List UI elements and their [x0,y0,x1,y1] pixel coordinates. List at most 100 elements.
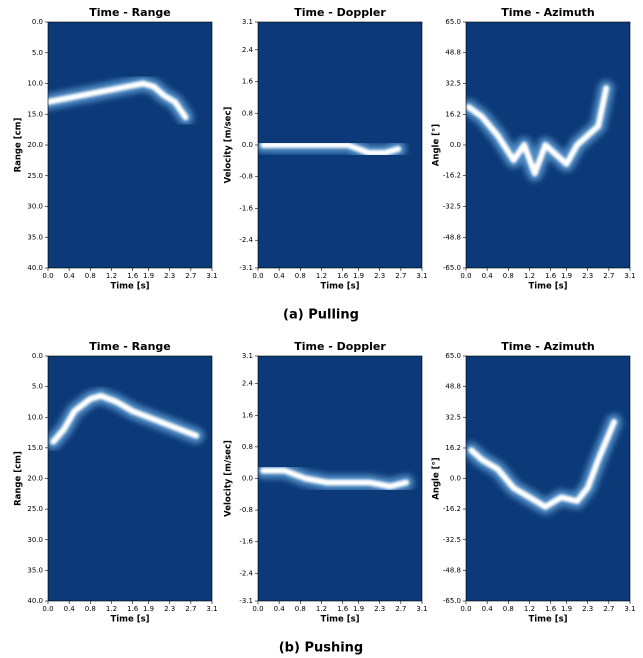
y-axis-label: Velocity [m/sec] [224,107,234,184]
ridge [260,142,402,156]
x-tick-label: 0.4 [274,272,286,280]
y-axis-label: Angle [°] [432,124,442,166]
y-tick-label: -2.4 [239,236,253,244]
plot [258,462,415,495]
y-tick-label: -1.6 [239,538,253,546]
y-tick-label: 16.2 [445,110,461,118]
y-tick-label: 35.0 [27,233,43,241]
y-tick-label: -2.4 [239,569,253,577]
y-axis-label: Range [cm] [14,451,24,506]
x-tick-label: 1.2 [316,272,327,280]
x-tick-label: 3.1 [416,272,427,280]
x-tick-label: 0.4 [482,272,494,280]
ridge [50,392,200,445]
x-tick-label: 0.4 [64,605,76,613]
x-tick-label: 0.0 [252,272,263,280]
y-tick-label: -1.6 [239,204,253,212]
y-tick-label: -3.1 [239,264,253,272]
x-tick-label: 3.1 [206,605,217,613]
y-tick-label: 10.0 [27,413,43,421]
x-tick-label: 1.2 [524,272,535,280]
plot [48,75,194,126]
plot [258,137,407,161]
x-tick-label: 1.9 [143,605,154,613]
y-tick-label: -16.2 [443,172,461,180]
chart-title: Time - Azimuth [501,6,595,19]
x-tick-label: 2.7 [395,605,406,613]
y-tick-label: 0.0 [242,141,253,149]
x-axis-label: Time [s] [320,282,359,292]
y-tick-label: -65.0 [443,597,461,605]
x-tick-label: 0.8 [503,605,514,613]
x-tick-label: 0.0 [460,272,471,280]
y-tick-label: 20.0 [27,475,43,483]
y-tick-label: 0.0 [32,352,43,360]
y-tick-label: 5.0 [32,49,43,57]
x-axis-label: Time [s] [110,615,149,625]
y-tick-label: 3.1 [242,18,253,26]
x-tick-label: 0.8 [503,272,514,280]
plot-background [466,356,630,601]
y-tick-label: 65.0 [445,18,461,26]
y-tick-label: -48.8 [443,566,461,574]
x-tick-label: 3.1 [624,605,635,613]
x-tick-label: 1.9 [353,272,364,280]
x-tick-label: 2.3 [582,605,593,613]
y-tick-label: 40.0 [27,264,43,272]
x-tick-label: 1.9 [561,605,572,613]
x-tick-label: 1.2 [316,605,327,613]
y-tick-label: 1.6 [242,411,254,419]
ridge [260,467,410,490]
y-tick-label: -65.0 [443,264,461,272]
y-tick-label: 10.0 [27,80,43,88]
y-tick-label: -3.1 [239,597,253,605]
x-tick-label: 1.9 [561,272,572,280]
y-tick-label: -16.2 [443,505,461,513]
y-tick-label: 0.8 [242,443,253,451]
y-tick-label: 2.4 [242,380,254,388]
x-tick-label: 2.7 [185,605,196,613]
x-tick-label: 0.8 [85,605,96,613]
y-tick-label: 0.0 [242,475,253,483]
x-tick-label: 2.7 [185,272,196,280]
x-tick-label: 1.2 [106,605,117,613]
chart-title: Time - Range [89,6,170,19]
y-tick-label: 40.0 [27,597,43,605]
x-tick-label: 1.6 [127,272,139,280]
x-tick-label: 0.8 [295,605,306,613]
ridge [468,418,618,510]
plot-background [48,22,212,268]
y-tick-label: 48.8 [445,383,461,391]
x-tick-label: 0.0 [252,605,263,613]
x-tick-label: 1.9 [353,605,364,613]
x-tick-label: 0.8 [295,272,306,280]
x-tick-label: 2.3 [374,605,385,613]
y-tick-label: 30.0 [27,203,43,211]
x-tick-label: 1.2 [524,605,535,613]
y-tick-label: -0.8 [239,506,253,514]
x-tick-label: 1.2 [106,272,117,280]
x-tick-label: 2.7 [603,272,614,280]
y-tick-label: 20.0 [27,141,43,149]
y-axis-label: Angle [°] [432,457,442,499]
x-tick-label: 3.1 [206,272,217,280]
x-tick-label: 2.3 [164,272,175,280]
x-axis-label: Time [s] [110,282,149,292]
y-tick-label: 0.0 [450,141,461,149]
x-tick-label: 1.6 [337,605,349,613]
x-tick-label: 1.6 [545,605,557,613]
chart-title: Time - Azimuth [501,340,595,353]
y-tick-label: 32.5 [445,413,461,421]
y-axis-label: Range [cm] [14,117,24,172]
x-tick-label: 0.8 [85,272,96,280]
y-tick-label: 3.1 [242,352,253,360]
y-tick-label: 35.0 [27,566,43,574]
y-tick-label: 30.0 [27,536,43,544]
x-tick-label: 1.6 [127,605,139,613]
x-axis-label: Time [s] [528,282,567,292]
y-tick-label: 48.8 [445,49,461,57]
y-axis-label: Velocity [m/sec] [224,440,234,517]
x-tick-label: 0.0 [42,605,53,613]
chart-title: Time - Range [89,340,170,353]
